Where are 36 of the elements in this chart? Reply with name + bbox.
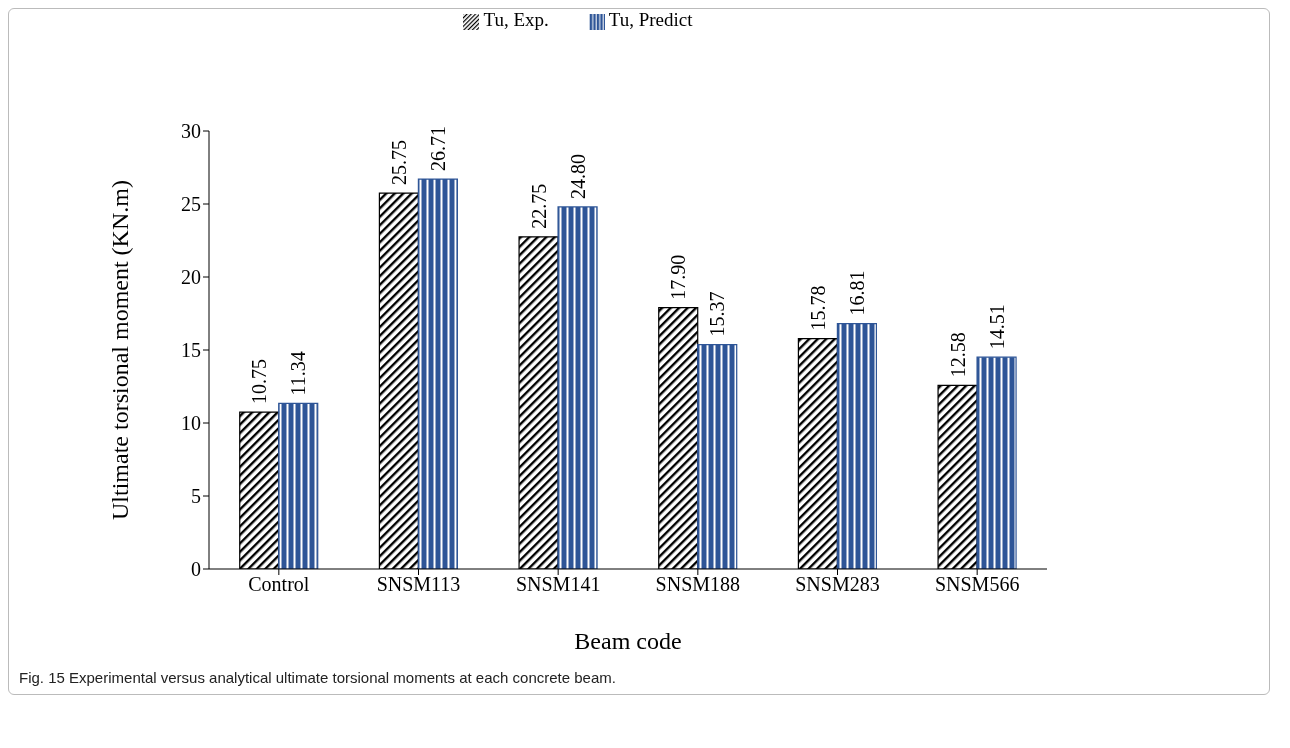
legend-label: Tu, Exp. bbox=[483, 9, 549, 30]
x-tick-label: SNSM141 bbox=[515, 573, 601, 596]
legend-label: Tu, Predict bbox=[608, 9, 693, 30]
data-label: 15.37 bbox=[706, 291, 729, 337]
data-label: 10.75 bbox=[248, 359, 271, 405]
data-label: 12.58 bbox=[946, 332, 969, 378]
bar bbox=[697, 344, 738, 569]
data-label: 24.80 bbox=[566, 153, 589, 199]
data-label: 25.75 bbox=[387, 140, 410, 186]
x-tick-label: SNSM566 bbox=[934, 573, 1020, 596]
bar bbox=[278, 402, 319, 569]
y-axis-title: Ultimate torsional moment (KN.m) bbox=[106, 180, 133, 520]
y-tick-label: 15 bbox=[181, 339, 201, 362]
bar bbox=[836, 322, 877, 569]
data-label: 11.34 bbox=[287, 351, 310, 396]
y-tick-label: 20 bbox=[181, 266, 201, 289]
data-label: 14.51 bbox=[985, 304, 1008, 350]
bar bbox=[417, 178, 458, 569]
y-tick-label: 10 bbox=[181, 412, 201, 435]
data-label: 17.90 bbox=[667, 254, 690, 300]
x-axis-title: Beam code bbox=[574, 628, 682, 654]
data-label: 16.81 bbox=[845, 270, 868, 316]
caption: Fig. 15 Experimental versus analytical ultimate torsional moments at each concrete beam. bbox=[18, 668, 617, 688]
data-label: 26.71 bbox=[426, 126, 449, 172]
y-tick-label: 0 bbox=[191, 558, 201, 581]
y-tick-label: 25 bbox=[181, 193, 201, 216]
data-label: 22.75 bbox=[527, 183, 550, 229]
y-tick-label: 30 bbox=[181, 120, 201, 143]
x-tick-label: Control bbox=[248, 573, 310, 596]
data-label: 15.78 bbox=[806, 285, 829, 331]
bar bbox=[976, 356, 1017, 569]
bar bbox=[557, 206, 598, 569]
y-tick-label: 5 bbox=[191, 485, 201, 508]
x-tick-label: SNSM283 bbox=[795, 573, 880, 596]
x-tick-label: SNSM188 bbox=[655, 573, 741, 596]
x-tick-label: SNSM113 bbox=[376, 573, 461, 596]
